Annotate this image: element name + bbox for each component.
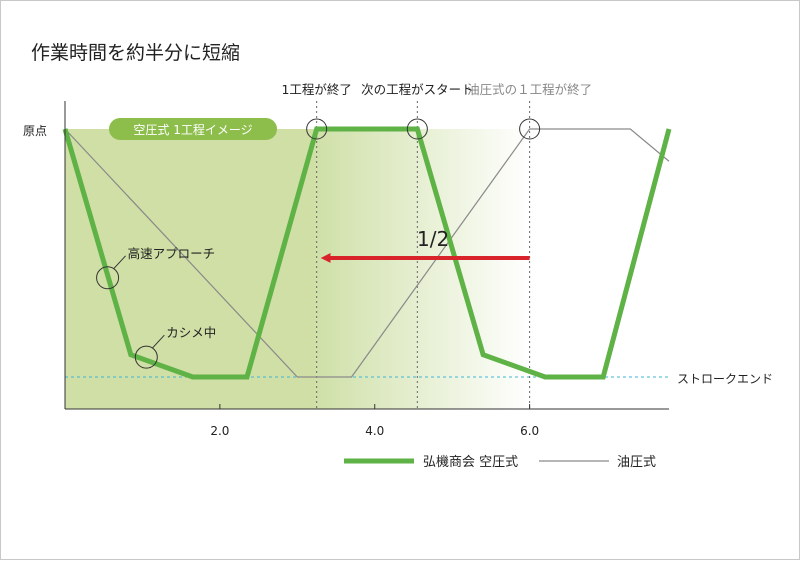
annotation-label-2: 油圧式の１工程が終了 (467, 82, 592, 97)
annotation-circle-2 (519, 118, 541, 140)
callout-label-1: カシメ中 (166, 325, 216, 340)
callout-circle-1 (134, 345, 158, 369)
region-label-pill (109, 118, 277, 140)
x-tick-label-2: 6.0 (520, 424, 539, 438)
callout-leader-1 (151, 334, 165, 349)
annotation-label-0: 1工程が終了 (281, 82, 351, 97)
y-bottom-label: ストロークエンド (677, 372, 773, 386)
y-top-label: 原点 (23, 124, 47, 138)
region-label: 空圧式 1工程イメージ (133, 122, 252, 137)
series-line-0 (62, 126, 672, 380)
callout-leader-0 (113, 255, 126, 270)
chart-title: 作業時間を約半分に短縮 (31, 42, 240, 64)
annotation-circle-1 (406, 118, 428, 140)
legend-label-hydraulic: 油圧式 (617, 455, 656, 470)
callout-label-0: 高速アプローチ (128, 246, 216, 261)
x-tick-label-0: 2.0 (210, 424, 229, 438)
legend-label-air: 弘機商会 空圧式 (423, 455, 518, 470)
annotation-circle-0 (306, 118, 328, 140)
reduction-label: 1/2 (417, 227, 449, 251)
annotation-label-1: 次の工程がスタート (361, 82, 474, 97)
callout-circle-0 (96, 266, 120, 290)
legend: 弘機商会 空圧式 油圧式 (344, 455, 656, 470)
gradient-region (316, 129, 530, 409)
x-tick-label-1: 4.0 (365, 424, 384, 438)
